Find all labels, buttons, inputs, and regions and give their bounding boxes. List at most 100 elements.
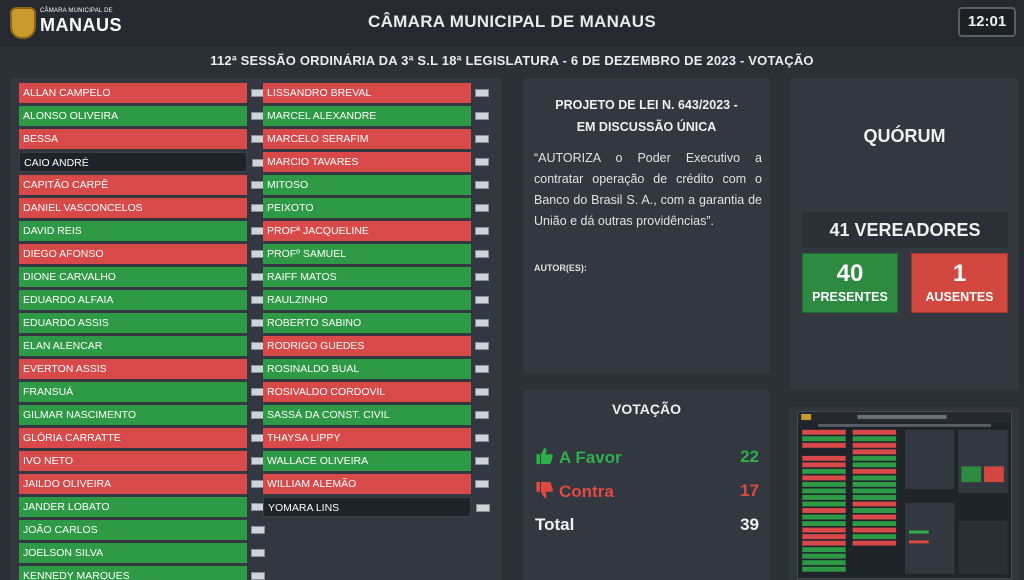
preview-row — [802, 527, 846, 533]
preview-row — [852, 534, 897, 540]
vereador-name: ROSINALDO BUAL — [267, 363, 360, 375]
vereador-row-eduardo-alfaia: EDUARDO ALFAIA — [19, 290, 265, 310]
vereador-name: YOMARA LINS — [268, 502, 340, 514]
vereador-row-diego-afonso: DIEGO AFONSO — [19, 244, 265, 264]
vereador-name: IVO NETO — [23, 455, 73, 467]
preview-row — [802, 566, 846, 572]
vereador-row-ivo-neto: IVO NETO — [19, 451, 265, 471]
vereador-row-peixoto: PEIXOTO — [263, 198, 489, 218]
vereador-name: GILMAR NASCIMENTO — [23, 409, 136, 421]
vereador-row-david-reis: DAVID REIS — [19, 221, 265, 241]
presentes-label: PRESENTES — [812, 290, 888, 304]
preview-row — [802, 521, 846, 527]
votacao-panel: VOTAÇÃO A Favor 22 Contra 17 Total 39 — [523, 389, 770, 580]
preview-row — [852, 449, 897, 455]
logo-big-text: MANAUS — [40, 15, 122, 35]
vereador-name: PROFª JACQUELINE — [267, 225, 369, 237]
vereador-row-dione-carvalho: DIONE CARVALHO — [19, 267, 265, 287]
session-subtitle: 112ª SESSÃO ORDINÁRIA DA 3ª S.L 18ª LEGI… — [210, 53, 814, 68]
vereador-row-alonso-oliveira: ALONSO OLIVEIRA — [19, 106, 265, 126]
preview-row — [852, 547, 897, 553]
vereador-row-elan-alencar: ELAN ALENCAR — [19, 336, 265, 356]
vereador-name: RODRIGO GUEDES — [267, 340, 365, 352]
preview-row — [802, 553, 846, 559]
screen-preview-panel — [790, 407, 1019, 580]
party-flag-icon — [475, 388, 489, 396]
vereador-name: LISSANDRO BREVAL — [267, 87, 372, 99]
party-flag-icon — [475, 319, 489, 327]
vereador-row-marcel-alexandre: MARCEL ALEXANDRE — [263, 106, 489, 126]
vereador-name: JANDER LOBATO — [23, 501, 110, 513]
quorum-title: QUÓRUM — [863, 126, 946, 146]
party-flag-icon — [475, 227, 489, 235]
preview-row — [852, 514, 897, 520]
preview-row — [802, 501, 846, 507]
vereador-name: JAILDO OLIVEIRA — [23, 478, 112, 490]
preview-row — [802, 468, 846, 474]
preview-row — [802, 495, 846, 500]
screen-preview-thumbnail — [797, 411, 1012, 579]
vereador-name: EDUARDO ALFAIA — [23, 294, 114, 306]
vereador-row-raiff-matos: RAIFF MATOS — [263, 267, 489, 287]
vote-contra-value: 17 — [740, 481, 759, 500]
vote-contra-label-wrap: Contra — [535, 481, 614, 502]
vereador-row-fransua: FRANSUÁ — [19, 382, 265, 402]
preview-row — [802, 436, 846, 442]
party-flag-icon — [251, 549, 265, 557]
vote-total-row: Total 39 — [535, 515, 759, 539]
presentes-box: 40 PRESENTES — [802, 253, 898, 313]
preview-row — [852, 429, 897, 435]
vote-total-value: 39 — [740, 515, 759, 534]
preview-row — [802, 547, 846, 553]
party-flag-icon — [475, 365, 489, 373]
ausentes-box: 1 AUSENTES — [911, 253, 1008, 313]
preview-row — [852, 436, 897, 442]
preview-row — [852, 527, 897, 533]
vereador-row-yomara-lins: YOMARA LINS — [263, 497, 490, 517]
projeto-title: PROJETO DE LEI N. 643/2023 - EM DISCUSSÃ… — [523, 94, 770, 138]
preview-row — [852, 501, 897, 507]
vereador-name: MARCEL ALEXANDRE — [267, 110, 377, 122]
vereador-row-capitao-carpe: CAPITÃO CARPÊ — [19, 175, 265, 195]
camara-logo-icon — [10, 7, 36, 39]
party-flag-icon — [475, 89, 489, 97]
preview-row — [802, 488, 846, 494]
vereador-name: GLÓRIA CARRATTE — [23, 432, 121, 444]
vereador-name: EDUARDO ASSIS — [23, 317, 109, 329]
vereador-name: EVERTON ASSIS — [23, 363, 107, 375]
vereador-row-joelson-silva: JOELSON SILVA — [19, 543, 265, 563]
vereador-name: CAIO ANDRÉ — [24, 157, 89, 169]
party-flag-icon — [475, 296, 489, 304]
vote-favor-value: 22 — [740, 447, 759, 466]
vote-total-label: Total — [535, 515, 575, 534]
vote-contra-row: Contra 17 — [535, 481, 759, 505]
vereador-name: WALLACE OLIVEIRA — [267, 455, 369, 467]
vereador-name: ALONSO OLIVEIRA — [23, 110, 119, 122]
preview-row — [852, 462, 897, 468]
vereador-name: PEIXOTO — [267, 202, 314, 214]
party-flag-icon — [475, 112, 489, 120]
vereador-row-william-alemao: WILLIAM ALEMÃO — [263, 474, 489, 494]
vereador-name: THAYSA LIPPY — [267, 432, 341, 444]
preview-row — [802, 449, 846, 455]
preview-row — [852, 488, 897, 494]
preview-row — [802, 475, 846, 481]
quorum-total: 41 VEREADORES — [802, 212, 1008, 248]
vereador-row-daniel-vasconcelos: DANIEL VASCONCELOS — [19, 198, 265, 218]
vereador-name: RAULZINHO — [267, 294, 328, 306]
vereador-row-marcelo-serafim: MARCELO SERAFIM — [263, 129, 489, 149]
votacao-title: VOTAÇÃO — [612, 401, 681, 417]
party-flag-icon — [475, 181, 489, 189]
preview-row — [852, 495, 897, 500]
top-bar: CÂMARA MUNICIPAL DE MANAUS CÂMARA MUNICI… — [0, 0, 1024, 46]
vereador-row-lissandro-breval: LISSANDRO BREVAL — [263, 83, 489, 103]
presentes-value: 40 — [836, 260, 864, 287]
vereador-name: ROSIVALDO CORDOVIL — [267, 386, 386, 398]
party-flag-icon — [475, 158, 489, 166]
vereador-name: FRANSUÁ — [23, 386, 74, 398]
projeto-author-label: AUTOR(ES): — [534, 263, 587, 273]
vereador-row-mitoso: MITOSO — [263, 175, 489, 195]
preview-row — [852, 508, 897, 513]
party-flag-icon — [251, 526, 265, 534]
preview-row — [852, 442, 897, 448]
